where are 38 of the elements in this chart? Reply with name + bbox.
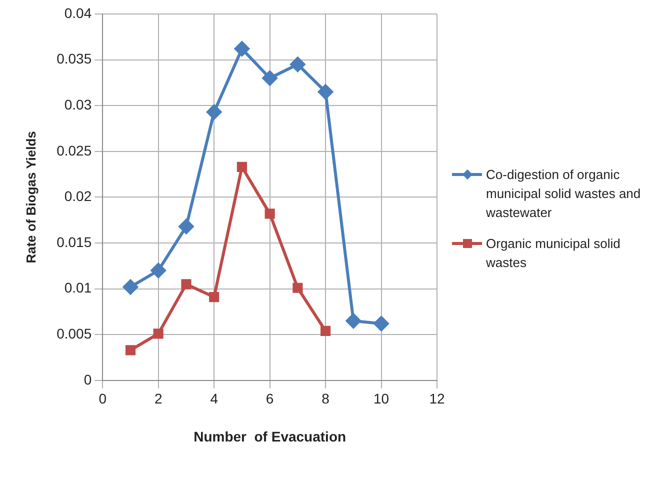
x-tick-label: 0 [98,390,107,407]
point [318,84,334,100]
y-tick-label: 0.005 [56,325,92,342]
point [153,328,164,339]
point [374,316,389,332]
point [290,56,306,72]
y-tick-label: 0.025 [56,142,92,158]
point [125,345,136,356]
point [181,279,192,290]
point [209,292,220,302]
x-axis-title: Number of Evacuation [194,428,346,444]
y-tick-label: 0.04 [64,4,92,21]
y-tick-label: 0.035 [56,50,92,67]
x-tick-label: 8 [322,390,330,407]
legend-label: Organic municipal solid wastes [486,235,622,272]
point [262,70,278,86]
x-tick-label: 2 [154,390,162,407]
point [123,279,138,294]
point [320,326,331,336]
y-tick-label: 0.01 [64,280,92,296]
point [150,262,166,278]
y-tick-label: 0.015 [56,234,92,250]
x-tick-label: 4 [210,390,218,407]
point [264,208,275,219]
x-tick-label: 12 [429,390,445,407]
y-tick-label: 0.02 [64,188,92,204]
legend-label: Co-digestion of organic municipal solid wastes and wastewater [486,166,642,222]
y-tick-label: 0.03 [64,96,92,112]
point [206,104,222,120]
point [346,313,361,328]
y-axis-title: Rate of Biogas Yields [23,131,38,264]
x-tick-label: 10 [373,390,390,407]
point [234,41,250,56]
y-tick-label: 0 [84,371,92,388]
x-tick-label: 6 [266,390,274,407]
point [292,282,303,293]
point [236,162,247,172]
point [178,219,194,234]
